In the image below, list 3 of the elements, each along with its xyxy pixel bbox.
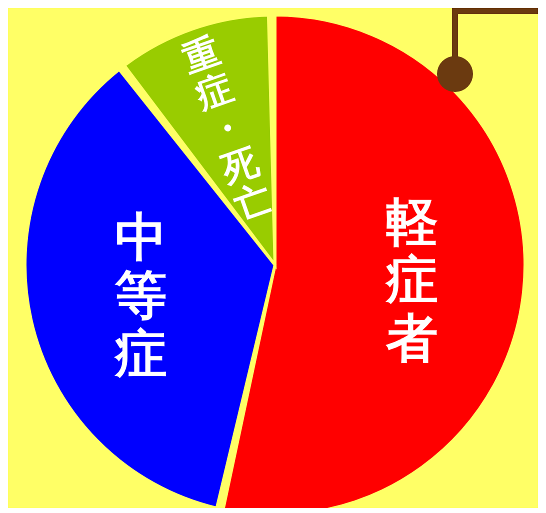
slice-label: 軽症者: [384, 192, 438, 369]
slice-label: 中等症: [112, 208, 167, 384]
slice-label: 重症・死亡: [178, 30, 278, 228]
